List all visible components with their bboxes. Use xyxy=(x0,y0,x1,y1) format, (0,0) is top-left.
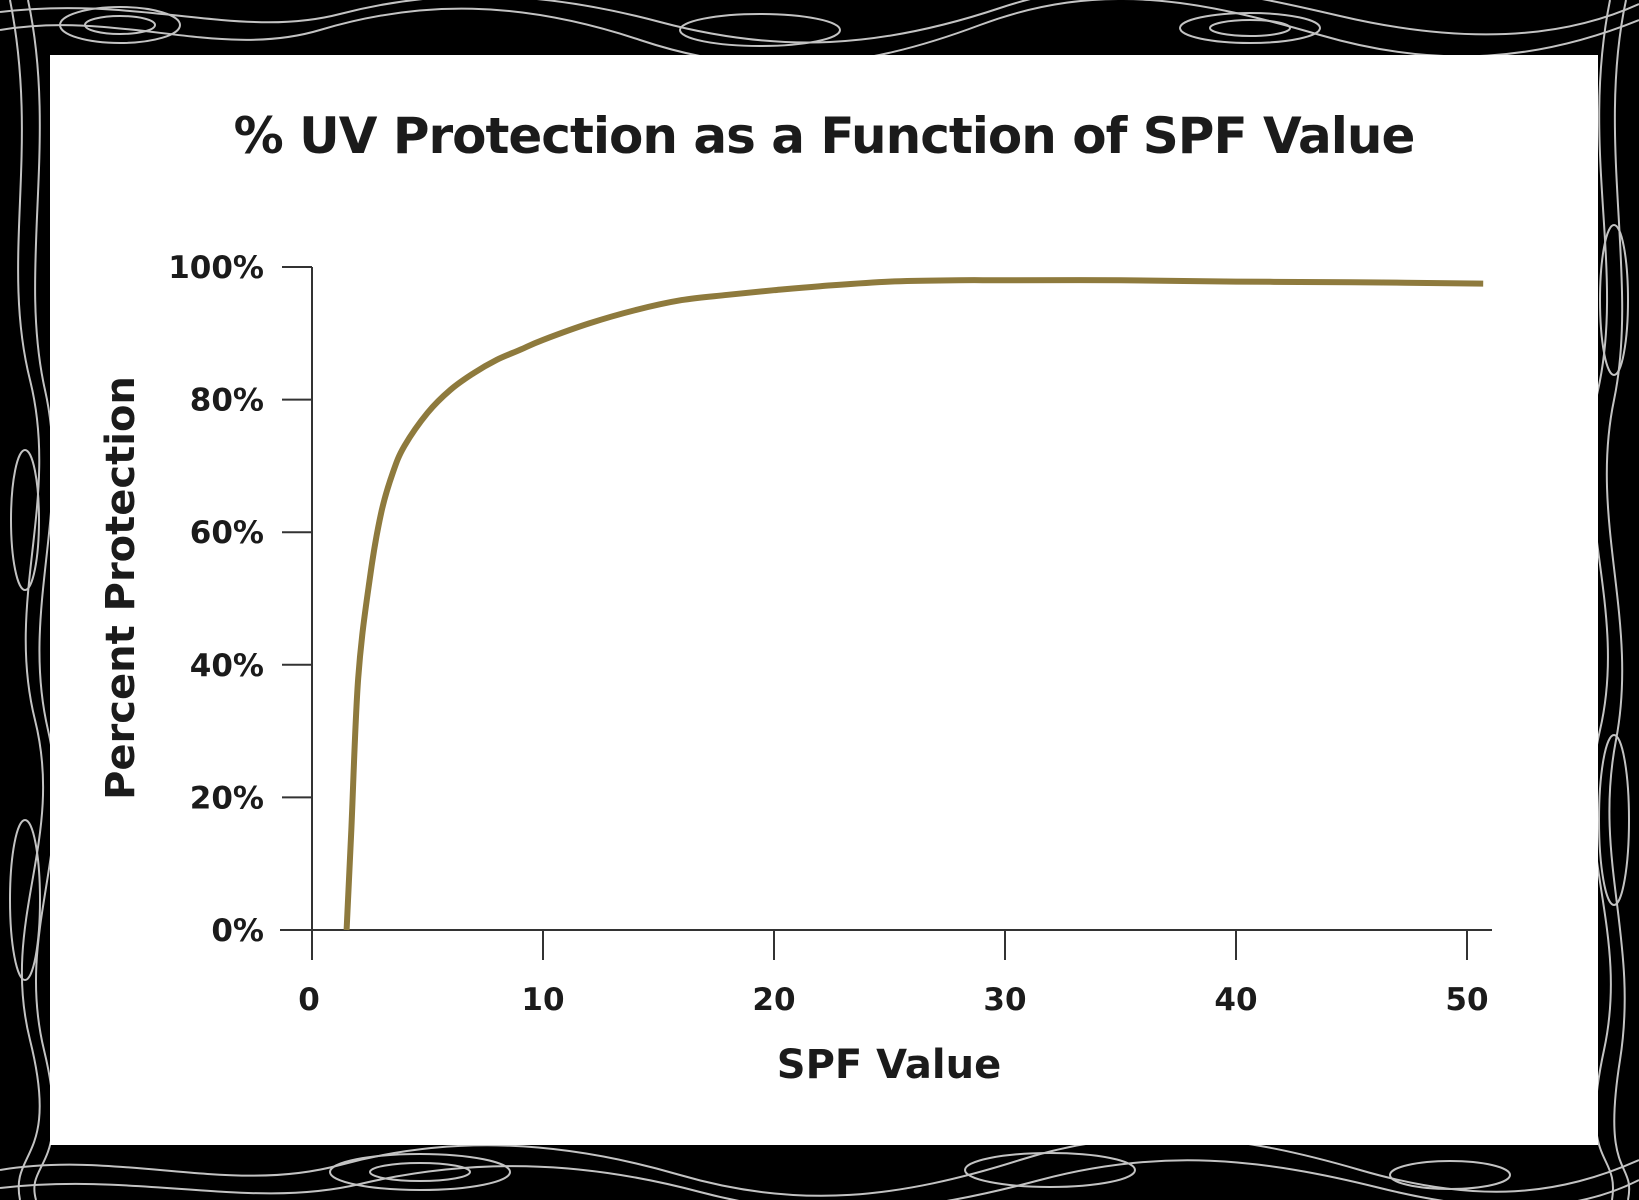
y-tick-label: 20% xyxy=(190,780,264,816)
y-tick-label: 60% xyxy=(190,515,264,551)
x-tick-label: 20 xyxy=(752,982,795,1018)
x-axis-title: SPF Value xyxy=(777,1042,1001,1088)
x-tick-label: 40 xyxy=(1214,982,1257,1018)
y-axis-title: Percent Protection xyxy=(98,376,144,800)
y-tick-label: 80% xyxy=(190,383,264,419)
chart-card: 0% 20% 40% 60% 80% 100% 0 10 20 30 40 50 SPF Value… xyxy=(50,55,1598,1145)
x-tick-label: 10 xyxy=(521,982,564,1018)
line-chart: 0% 20% 40% 60% 80% 100% 0 10 20 30 40 50 SPF Value… xyxy=(98,250,1492,1088)
x-tick-label: 50 xyxy=(1445,982,1488,1018)
x-ticks: 0 10 20 30 40 50 xyxy=(298,930,1489,1018)
y-ticks: 0% 20% 40% 60% 80% 100% xyxy=(168,250,312,949)
x-tick-label: 0 xyxy=(298,982,320,1018)
series-layer xyxy=(343,277,1484,931)
y-tick-label: 100% xyxy=(168,250,264,286)
chart-title: % UV Protection as a Function of SPF Val… xyxy=(233,107,1416,165)
y-tick-label: 40% xyxy=(190,648,264,684)
series-line xyxy=(343,277,1484,931)
x-tick-label: 30 xyxy=(983,982,1026,1018)
y-tick-label: 0% xyxy=(211,913,264,949)
